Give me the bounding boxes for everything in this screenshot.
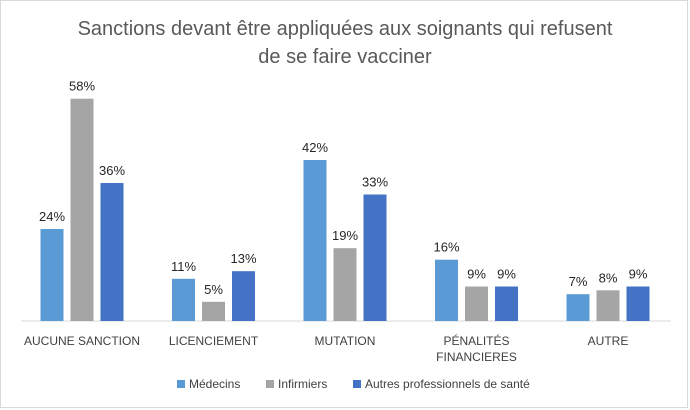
legend-label: Médecins — [189, 377, 240, 391]
data-label: 36% — [99, 163, 125, 178]
chart-title-line: de se faire vacciner — [258, 46, 432, 68]
bars — [40, 98, 650, 321]
bar — [232, 271, 255, 321]
chart-title-line: Sanctions devant être appliquées aux soi… — [78, 18, 613, 40]
data-label: 19% — [332, 228, 358, 243]
data-label: 9% — [629, 267, 648, 282]
data-labels: 24% 58% 36% 11% 5% 13% 42% 19% 33% 16% 9% 9% 7% 8% 9% — [39, 79, 648, 297]
bar — [303, 160, 327, 321]
data-label: 42% — [302, 140, 328, 155]
data-label: 7% — [569, 274, 588, 289]
category-label: AUCUNE SANCTION — [24, 334, 140, 348]
bar — [435, 259, 458, 321]
bar — [596, 290, 620, 321]
bar — [566, 294, 590, 321]
bar — [626, 286, 650, 321]
bar — [333, 248, 357, 321]
bar — [100, 183, 124, 321]
bar — [70, 98, 94, 321]
data-label: 5% — [204, 282, 223, 297]
data-label: 58% — [69, 79, 95, 94]
data-label: 9% — [467, 267, 486, 282]
bar — [172, 278, 195, 321]
data-label: 13% — [230, 251, 256, 266]
data-label: 9% — [497, 267, 516, 282]
bar — [495, 286, 518, 321]
category-label: AUTRE — [588, 334, 629, 348]
data-label: 11% — [171, 259, 196, 274]
category-labels: AUCUNE SANCTION LICENCIEMENT MUTATION PÉNAL… — [24, 333, 628, 364]
data-label: 16% — [433, 240, 459, 255]
data-label: 33% — [362, 175, 388, 190]
data-label: 8% — [599, 270, 618, 285]
category-label: FINANCIERES — [436, 350, 517, 364]
legend-label: Infirmiers — [278, 377, 327, 391]
legend-swatch — [353, 380, 361, 388]
bar — [202, 301, 225, 321]
category-label: LICENCIEMENT — [169, 334, 259, 348]
legend-swatch — [177, 380, 185, 388]
legend-swatch — [266, 380, 274, 388]
category-label: MUTATION — [315, 334, 376, 348]
bar — [40, 229, 64, 321]
category-label: PÉNALITÉS — [443, 333, 509, 348]
data-label: 24% — [39, 209, 65, 224]
legend-label: Autres professionnels de santé — [365, 377, 530, 391]
legend: Médecins Infirmiers Autres professionnels … — [177, 377, 530, 391]
chart-title: Sanctions devant être appliquées aux soi… — [78, 18, 613, 68]
bar — [363, 194, 387, 321]
bar — [465, 286, 488, 321]
